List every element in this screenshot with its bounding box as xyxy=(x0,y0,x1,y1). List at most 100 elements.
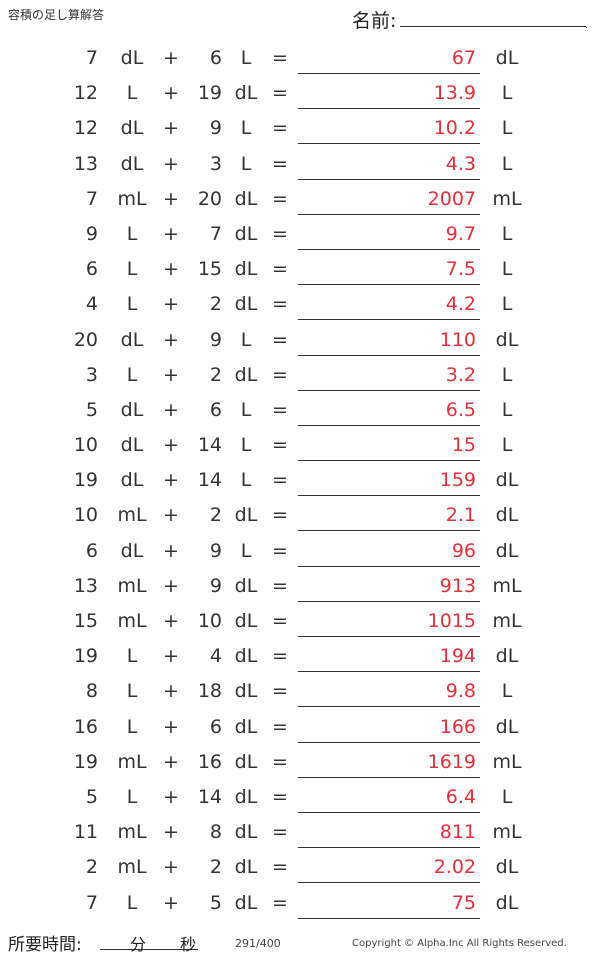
copyright-notice: Copyright © Alpha.Inc All Rights Reserve… xyxy=(352,938,567,949)
answer-value: 4.2 xyxy=(445,293,476,316)
answer-unit: dL xyxy=(495,539,519,562)
operand-b: 8 xyxy=(209,821,222,844)
operand-b-unit: dL xyxy=(234,715,258,738)
operand-a: 16 xyxy=(73,715,98,738)
operand-b-unit: dL xyxy=(234,187,258,210)
operand-b-unit: dL xyxy=(234,610,258,632)
problem-row: 7 mL +20 dL = 2007 mL xyxy=(0,181,600,216)
plus-sign: + xyxy=(163,891,179,914)
problem-row: 12 L +19 dL = 13.9 L xyxy=(0,75,600,110)
operand-a-unit: mL xyxy=(117,574,147,597)
operand-a-unit: L xyxy=(126,891,138,914)
answer-unit: mL xyxy=(492,187,522,210)
problem-row: 16 L +6 dL = 166 dL xyxy=(0,709,600,744)
problem-row: 5 L +14 dL = 6.4 L xyxy=(0,779,600,814)
answer-unit: dL xyxy=(495,715,519,738)
operand-b: 20 xyxy=(197,187,222,210)
answer-value: 3.2 xyxy=(445,363,476,386)
answer-line xyxy=(298,882,480,884)
operand-b: 14 xyxy=(197,785,222,808)
operand-b: 3 xyxy=(209,152,222,175)
operand-a: 7 xyxy=(85,47,98,69)
operand-b-unit: dL xyxy=(234,680,258,703)
operand-a: 13 xyxy=(73,152,98,175)
operand-a-unit: mL xyxy=(117,856,147,879)
plus-sign: + xyxy=(163,328,179,351)
answer-value: 67 xyxy=(451,47,476,69)
answer-unit: mL xyxy=(492,610,522,632)
operand-b: 9 xyxy=(209,328,222,351)
answer-line xyxy=(298,495,480,497)
operand-a-unit: dL xyxy=(120,328,144,351)
operand-a-unit: mL xyxy=(117,610,147,632)
answer-line xyxy=(298,600,480,602)
plus-sign: + xyxy=(163,750,179,773)
worksheet-title: 容積の足し算解答 xyxy=(8,8,105,22)
operand-a: 6 xyxy=(85,258,98,281)
equals-sign: = xyxy=(272,539,288,562)
answer-line xyxy=(298,284,480,286)
equals-sign: = xyxy=(272,82,288,105)
plus-sign: + xyxy=(163,610,179,632)
operand-a: 19 xyxy=(73,750,98,773)
operand-a-unit: mL xyxy=(117,504,147,527)
equals-sign: = xyxy=(272,117,288,140)
name-label: 名前: xyxy=(352,10,397,32)
problem-row: 19 mL +16 dL = 1619 mL xyxy=(0,744,600,779)
answer-line xyxy=(298,389,480,391)
problem-row: 2 mL +2 dL = 2.02 dL xyxy=(0,849,600,884)
operand-b-unit: dL xyxy=(234,258,258,281)
operand-a: 2 xyxy=(85,856,98,879)
answer-unit: L xyxy=(501,434,513,457)
time-required-label: 所要時間: xyxy=(8,935,82,955)
equals-sign: = xyxy=(272,469,288,492)
operand-b: 2 xyxy=(209,363,222,386)
operand-b-unit: L xyxy=(240,117,252,140)
answer-unit: L xyxy=(501,258,513,281)
operand-b: 9 xyxy=(209,574,222,597)
problem-row: 12 dL +9 L = 10.2 L xyxy=(0,110,600,145)
answer-value: 1015 xyxy=(427,610,476,632)
problem-row: 15 mL +10 dL = 1015 mL xyxy=(0,603,600,638)
operand-a: 7 xyxy=(85,891,98,914)
answer-value: 15 xyxy=(451,434,476,457)
plus-sign: + xyxy=(163,574,179,597)
problem-row: 5 dL +6 L = 6.5 L xyxy=(0,392,600,427)
operand-b-unit: dL xyxy=(234,504,258,527)
plus-sign: + xyxy=(163,82,179,105)
answer-unit: L xyxy=(501,222,513,245)
answer-line xyxy=(298,811,480,813)
problem-row: 7 L +5 dL = 75 dL xyxy=(0,885,600,920)
answer-line xyxy=(298,917,480,919)
answer-value: 6.5 xyxy=(445,398,476,421)
operand-a: 11 xyxy=(73,821,98,844)
operand-a: 12 xyxy=(73,117,98,140)
answer-unit: dL xyxy=(495,856,519,879)
answer-unit: L xyxy=(501,82,513,105)
operand-b: 10 xyxy=(197,610,222,632)
operand-a-unit: dL xyxy=(120,47,144,69)
operand-b: 2 xyxy=(209,504,222,527)
answer-value: 194 xyxy=(439,645,476,668)
operand-b-unit: dL xyxy=(234,222,258,245)
problem-row: 10 dL +14 L = 15 L xyxy=(0,427,600,462)
answer-line xyxy=(298,847,480,849)
answer-unit: mL xyxy=(492,821,522,844)
equals-sign: = xyxy=(272,610,288,632)
equals-sign: = xyxy=(272,821,288,844)
operand-a-unit: mL xyxy=(117,187,147,210)
answer-value: 13.9 xyxy=(433,82,476,105)
equals-sign: = xyxy=(272,574,288,597)
plus-sign: + xyxy=(163,398,179,421)
operand-a-unit: dL xyxy=(120,152,144,175)
operand-b: 5 xyxy=(209,891,222,914)
answer-line xyxy=(298,354,480,356)
operand-a-unit: mL xyxy=(117,821,147,844)
answer-line xyxy=(298,530,480,532)
answer-unit: L xyxy=(501,785,513,808)
answer-value: 2007 xyxy=(427,187,476,210)
answer-value: 913 xyxy=(439,574,476,597)
operand-a-unit: L xyxy=(126,222,138,245)
equals-sign: = xyxy=(272,293,288,316)
answer-value: 10.2 xyxy=(433,117,476,140)
